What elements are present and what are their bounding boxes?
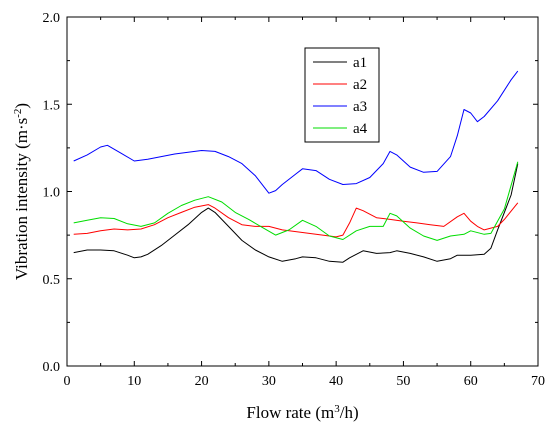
x-tick-label: 60 [464,374,478,389]
series-line-a4 [73,161,519,241]
legend-label-a3: a3 [353,99,367,115]
legend: a1 a2 a3 a4 [304,47,380,143]
axis-ticks: 0 10 20 30 40 50 60 70 0.0 0.5 1.0 1.5 2.0 [43,11,546,389]
y-tick-label: 0.0 [43,360,61,375]
x-tick-label: 70 [531,374,545,389]
series-line-a1 [73,163,519,263]
x-tick-label: 40 [329,374,343,389]
x-tick-label: 20 [195,374,209,389]
plot-area [66,16,539,367]
x-tick-label: 10 [127,374,141,389]
x-tick-label: 0 [64,374,71,389]
y-axis-title: Vibration intensity (m·s-2) [12,103,31,280]
legend-label-a1: a1 [353,55,367,71]
x-tick-label: 50 [396,374,410,389]
y-tick-label: 1.0 [43,186,61,201]
series-line-a2 [73,202,519,238]
x-axis-title: Flow rate (m3/h) [246,403,358,422]
series-lines [73,70,519,263]
y-tick-label: 0.5 [43,273,61,288]
x-tick-label: 30 [262,374,276,389]
plot-frame [66,16,539,367]
legend-label-a2: a2 [353,77,367,93]
legend-label-a4: a4 [353,121,368,137]
series-line-a3 [73,70,519,194]
y-tick-label: 2.0 [43,11,61,26]
legend-box [304,47,380,143]
y-tick-label: 1.5 [43,98,61,113]
